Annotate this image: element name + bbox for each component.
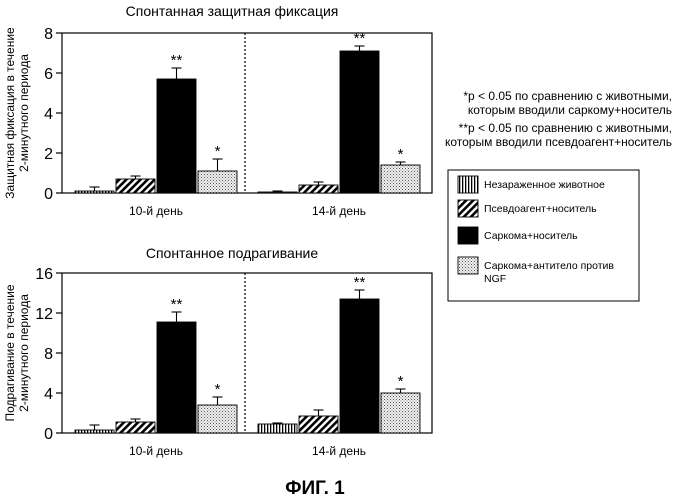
bar (156, 321, 197, 434)
legend-swatch (457, 175, 479, 194)
note-1-line-2: которым вводили саркому+носитель (468, 103, 672, 117)
bar (115, 421, 156, 434)
legend-label: NGF (484, 273, 506, 285)
bar (156, 78, 197, 194)
bar (197, 170, 238, 194)
panel-twitching: Спонтанное подрагивание Подрагивание в те… (3, 245, 433, 458)
significance-notes: *p < 0.05 по сравнению с животными, кото… (445, 89, 672, 149)
bar (115, 178, 156, 194)
y-tick-label: 0 (44, 186, 53, 203)
legend-swatch (457, 199, 479, 218)
legend-label: Саркома+антитело против (484, 260, 614, 272)
significance-marker: * (215, 381, 221, 398)
note-1-line-1: *p < 0.05 по сравнению с животными, (463, 89, 672, 103)
bar (257, 423, 298, 434)
y-tick-label: 4 (44, 386, 53, 403)
bar (74, 429, 115, 434)
y-axis-label-line-2: 2-минутного периода (17, 294, 31, 412)
y-tick-label: 6 (44, 66, 53, 83)
bar (380, 164, 421, 194)
x-group-label: 10-й день (129, 444, 183, 458)
x-group-label: 10-й день (129, 204, 183, 218)
legend-label: Незараженное животное (484, 179, 605, 191)
y-tick-label: 4 (44, 106, 53, 123)
chart-title: Спонтанная защитная фиксация (126, 3, 339, 19)
bar (380, 392, 421, 434)
significance-marker: * (398, 146, 404, 163)
legend-label: Псевдоагент+носитель (484, 203, 597, 215)
panel-defensive-fixation: Спонтанная защитная фиксация Защитная фик… (3, 3, 433, 218)
significance-marker: ** (171, 52, 183, 69)
y-tick-label: 16 (35, 266, 53, 283)
y-tick-label: 2 (44, 146, 53, 163)
y-tick-label: 12 (35, 306, 53, 323)
y-axis-label-line-2: 2-минутного периода (17, 54, 31, 172)
y-tick-label: 8 (44, 346, 53, 363)
y-tick-label: 0 (44, 426, 53, 443)
note-2-line-2: которым вводили псевдоагент+носитель (445, 135, 672, 149)
bar (74, 190, 115, 194)
legend-swatch (457, 256, 479, 275)
figure-label: ФИГ. 1 (285, 478, 345, 499)
y-axis-label-line-1: Защитная фиксация в течение (3, 27, 17, 199)
x-group-label: 14-й день (312, 204, 366, 218)
bar (257, 191, 298, 194)
significance-marker: ** (354, 30, 366, 47)
y-tick-label: 8 (44, 26, 53, 43)
bar (298, 415, 339, 434)
significance-marker: * (215, 143, 221, 160)
significance-marker: ** (354, 274, 366, 291)
chart-title: Спонтанное подрагивание (146, 245, 319, 261)
legend-frame (447, 169, 640, 302)
bar (339, 298, 380, 434)
legend-label: Саркома+носитель (484, 230, 578, 242)
bar (298, 184, 339, 194)
bar (197, 404, 238, 434)
legend-swatch (457, 226, 479, 245)
x-group-label: 14-й день (312, 444, 366, 458)
significance-marker: * (398, 373, 404, 390)
legend: Незараженное животное Псевдоагент+носител… (447, 169, 640, 302)
note-2-line-1: **p < 0.05 по сравнению с животными, (459, 121, 672, 135)
y-axis-label-line-1: Подрагивание в течение (3, 284, 17, 421)
bar (339, 50, 380, 194)
significance-marker: ** (171, 296, 183, 313)
